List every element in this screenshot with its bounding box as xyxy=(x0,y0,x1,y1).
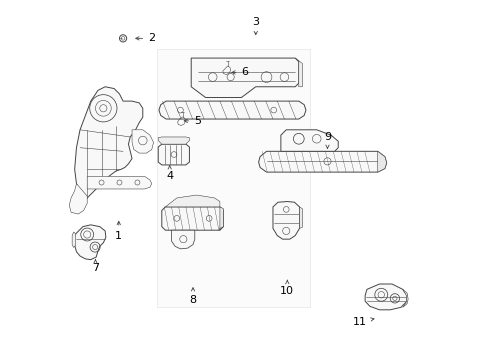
Polygon shape xyxy=(159,101,306,119)
Polygon shape xyxy=(299,207,302,228)
Polygon shape xyxy=(158,144,190,165)
Polygon shape xyxy=(220,207,223,230)
Text: 11: 11 xyxy=(353,317,374,327)
Text: 4: 4 xyxy=(166,166,173,181)
Text: 1: 1 xyxy=(115,221,122,240)
Text: 7: 7 xyxy=(92,260,99,273)
Text: 8: 8 xyxy=(190,288,196,305)
Polygon shape xyxy=(74,87,143,198)
Text: 5: 5 xyxy=(184,116,201,126)
Text: 9: 9 xyxy=(324,132,331,148)
Polygon shape xyxy=(273,202,299,239)
Polygon shape xyxy=(281,130,338,151)
Polygon shape xyxy=(74,225,106,260)
Polygon shape xyxy=(295,58,302,87)
Polygon shape xyxy=(72,232,76,247)
Polygon shape xyxy=(166,195,220,207)
Polygon shape xyxy=(69,184,87,214)
Polygon shape xyxy=(157,49,310,307)
Polygon shape xyxy=(158,137,190,144)
Polygon shape xyxy=(378,151,387,172)
Polygon shape xyxy=(162,207,223,230)
Text: 6: 6 xyxy=(232,67,248,77)
Polygon shape xyxy=(365,284,407,310)
Polygon shape xyxy=(132,130,153,153)
Polygon shape xyxy=(87,176,152,189)
Text: 3: 3 xyxy=(252,17,259,35)
Polygon shape xyxy=(259,151,387,172)
Text: 2: 2 xyxy=(136,33,155,43)
Text: 10: 10 xyxy=(280,280,294,296)
Polygon shape xyxy=(191,58,299,98)
Polygon shape xyxy=(403,289,408,307)
Polygon shape xyxy=(172,230,195,249)
